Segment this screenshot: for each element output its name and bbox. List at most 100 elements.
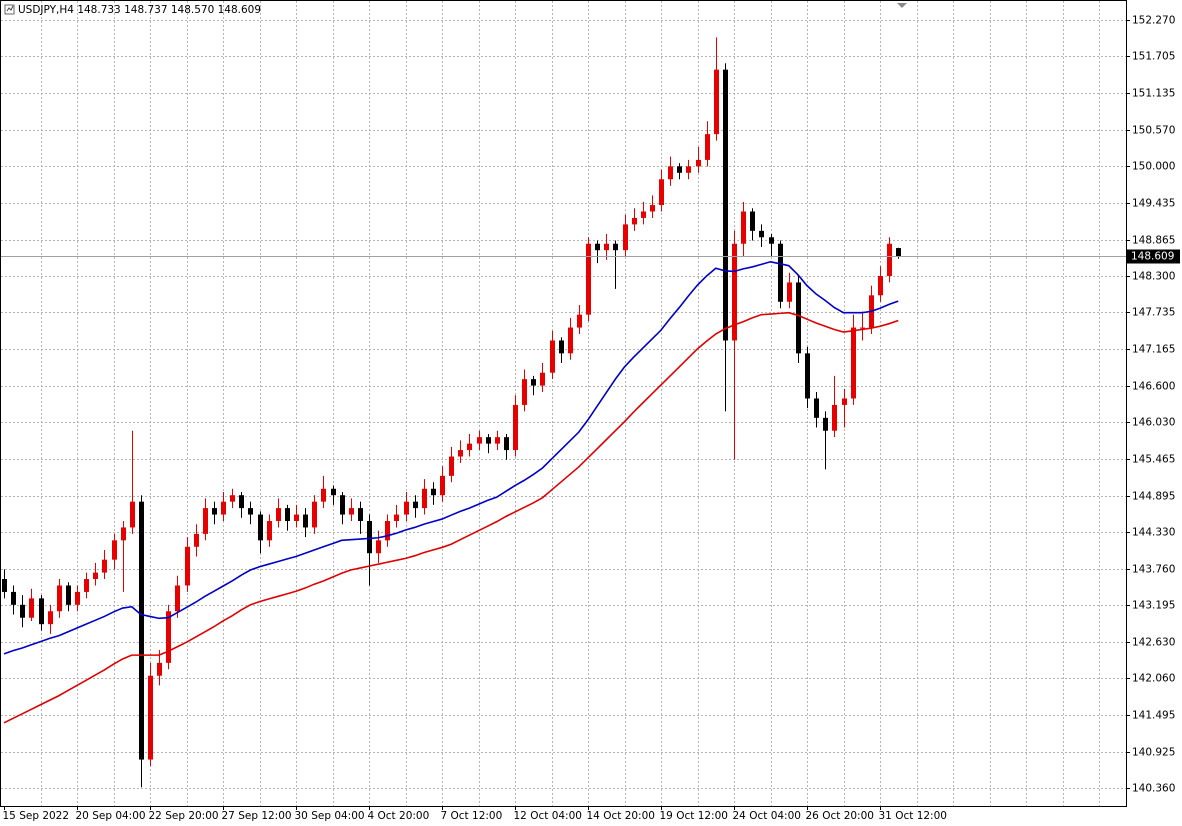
candle-body [422,488,427,509]
candle-body [540,372,545,386]
candle-body [11,591,16,605]
candle-body [495,437,500,444]
candle-body [20,604,25,618]
candle-body [157,662,162,676]
y-tick-label: 152.270 [1132,15,1175,27]
candle-body [267,520,272,541]
x-tick-label: 27 Sep 12:00 [222,810,292,822]
candle-body [467,443,472,451]
candle-body [385,520,390,541]
symbol-icon [4,4,15,15]
candle-body [312,501,317,528]
candle-body [66,585,71,605]
candle-body [723,69,728,341]
candle-body [29,598,34,618]
moving-average-line [3,311,899,724]
bar-low: 148.570 [171,4,214,16]
candle-body [887,243,892,276]
current-price-box [1127,249,1180,264]
candle-body [331,488,336,496]
symbol-icon-line [6,5,14,12]
y-tick-label: 142.630 [1132,637,1175,649]
candle-body [349,508,354,515]
candle-body [714,69,719,135]
y-tick-label: 147.735 [1132,307,1175,319]
candle-body [550,340,555,373]
candle-body [568,327,573,354]
candle-body [358,508,363,521]
candle-body [239,495,244,509]
candle-body [860,327,865,329]
x-tick-label: 15 Sep 2022 [3,810,70,822]
y-tick-label: 148.300 [1132,271,1175,283]
candle-body [413,501,418,509]
candle-body [686,166,691,173]
candle-body [404,501,409,515]
candle-body [194,533,199,547]
candle-body [604,243,609,251]
plot-frame [0,0,1127,807]
candle-body [896,248,901,257]
candle-body [102,559,107,573]
candle-body [376,540,381,554]
candle-body [276,508,281,521]
candle-body [878,275,883,296]
candle-body [212,508,217,515]
candle-body [787,282,792,302]
candle-body [57,585,62,612]
y-tick-label: 144.895 [1132,491,1175,503]
candle-body [248,508,253,515]
candle-body [531,379,536,386]
candle-body [595,243,600,251]
x-tick-label: 7 Oct 12:00 [441,810,503,822]
candle-body [148,675,153,760]
x-tick-label: 24 Oct 04:00 [733,810,801,822]
moving-average-line [3,260,899,655]
y-tick-label: 141.495 [1132,710,1175,722]
x-tick-label: 31 Oct 12:00 [879,810,947,822]
candle-body [2,579,7,592]
candle-body [93,572,98,580]
y-tick-label: 140.925 [1132,747,1175,759]
candle-body [769,237,774,244]
candle-body [285,508,290,521]
candle-body [75,591,80,605]
candle-body [796,282,801,354]
candle-body [705,134,710,160]
candle-body [294,514,299,521]
y-tick-label: 146.600 [1132,381,1175,393]
candle-body [623,224,628,251]
candle-body [559,340,564,354]
candle-body [650,205,655,212]
y-tick-label: 146.030 [1132,417,1175,429]
candle-body [394,514,399,521]
candle-body [741,211,746,244]
candle-body [121,527,126,541]
candle-body [851,327,856,399]
candle-body [677,166,682,173]
candle-body [522,379,527,405]
candle-body [641,211,646,218]
y-tick-label: 150.570 [1132,125,1175,137]
candle-body [513,404,518,451]
candle-body [440,475,445,496]
candle-body [321,488,326,502]
candle-body [130,501,135,528]
candle-body [613,243,618,251]
bar-open: 148.733 [77,4,120,16]
candle-body [842,398,847,405]
candle-body [39,598,44,625]
candle-body [84,579,89,592]
y-tick-label: 143.195 [1132,600,1175,612]
x-tick-label: 19 Oct 12:00 [660,810,728,822]
candle-body [221,501,226,515]
y-tick-label: 151.705 [1132,51,1175,63]
candle-body [48,611,53,625]
candle-body [258,514,263,541]
x-tick-label: 20 Sep 04:00 [76,810,146,822]
x-tick-label: 12 Oct 04:00 [514,810,582,822]
y-tick-label: 145.465 [1132,454,1175,466]
header: USDJPY,H4 148.733 148.737 148.570 148.60… [18,4,261,16]
